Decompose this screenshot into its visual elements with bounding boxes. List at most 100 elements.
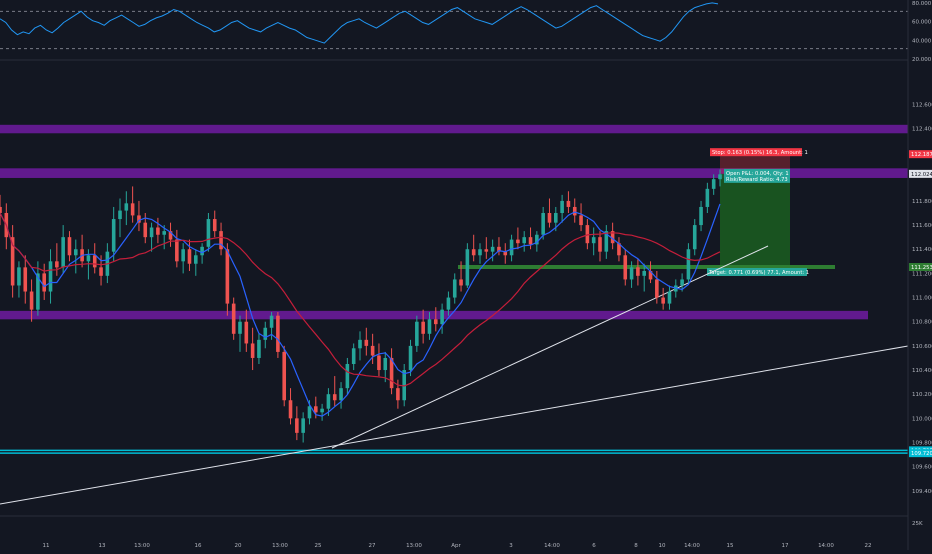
price-tag-box: [909, 150, 932, 159]
target-label-box: [707, 267, 807, 276]
candle-body: [17, 267, 21, 286]
candle-body: [326, 394, 331, 409]
candle-body: [282, 351, 287, 401]
candle-body: [55, 261, 59, 268]
moving-averages-layer: [0, 203, 721, 417]
price-tick-label: 111.800: [912, 199, 932, 205]
candle-body: [459, 279, 463, 286]
candle-body: [522, 237, 527, 244]
candle-body: [130, 203, 135, 216]
time-tick-label: 13:00: [406, 543, 422, 549]
candle-body: [263, 327, 268, 340]
price-tick-label: 111.000: [912, 296, 932, 302]
zones-layer: [0, 124, 908, 320]
target-zone: [720, 173, 790, 267]
time-tick-label: 16: [195, 543, 202, 549]
candle-body: [471, 249, 476, 256]
candle-body: [623, 255, 628, 280]
time-axis[interactable]: 11 13 13:00 16 20 13:00 25 27 13:00 Apr 3 14:00 6 8 10…: [43, 543, 872, 549]
candle-body: [667, 291, 672, 304]
candle-body: [332, 394, 337, 401]
time-tick-label: 22: [865, 543, 872, 549]
support-lines-layer: [0, 449, 908, 454]
candle-body: [187, 249, 192, 264]
trendline: [0, 345, 909, 505]
target-label-text: Target: 0.771 (0.69%) 77.1, Amount: 1: [708, 270, 809, 276]
candle-body: [648, 270, 653, 280]
price-tick-label: 109.600: [912, 465, 932, 471]
candle-body: [389, 357, 394, 389]
candle-body: [585, 225, 590, 244]
candle-body: [705, 188, 710, 207]
price-tick-label: 111.600: [912, 223, 932, 229]
candle-body: [452, 279, 457, 298]
candle-body: [636, 267, 640, 276]
candle-body: [345, 364, 350, 389]
price-tick-label: 110.200: [912, 392, 932, 398]
candle-body: [67, 237, 72, 256]
candle-body: [408, 345, 413, 371]
time-tick-label: 6: [592, 543, 596, 549]
candle-body: [610, 231, 615, 244]
time-tick-label: 13:00: [272, 543, 288, 549]
candle-body: [225, 249, 230, 304]
oscillator-tick-label: 20.000: [912, 57, 932, 63]
price-axis[interactable]: 112.600112.400112.200111.800111.600111.4…: [909, 102, 932, 495]
candle-body: [490, 246, 495, 252]
oscillator-tick-label: 60.000: [912, 20, 932, 26]
volume-panel: 25K: [912, 521, 923, 527]
candle-body: [29, 291, 34, 310]
candle-body: [547, 213, 552, 223]
candle-body: [137, 215, 141, 223]
candle-body: [396, 388, 400, 401]
candle-body: [692, 225, 697, 250]
price-tick-label: 110.400: [912, 368, 932, 374]
candle-body: [427, 319, 432, 334]
candle-body: [516, 239, 520, 244]
candle-body: [175, 239, 179, 262]
candle-body: [149, 227, 154, 238]
candle-body: [402, 370, 407, 401]
moving-average-line: [0, 203, 721, 417]
price-tick-label: 112.600: [912, 102, 932, 108]
candle-body: [566, 200, 571, 207]
price-tick-label: 109.800: [912, 441, 932, 447]
candle-body: [358, 339, 362, 349]
resistance-zone: [0, 310, 868, 320]
candle-body: [200, 246, 204, 256]
price-tag-box: [909, 262, 932, 271]
candle-body: [295, 418, 299, 433]
time-tick-label: 14:00: [818, 543, 834, 549]
candle-body: [535, 234, 539, 245]
candle-body: [528, 237, 533, 245]
price-tick-label: 110.800: [912, 320, 932, 326]
candle-body: [288, 400, 293, 419]
candle-body: [572, 206, 577, 216]
time-tick-label: 14:00: [684, 543, 700, 549]
price-tick-label: 110.000: [912, 416, 932, 422]
candle-body: [579, 215, 583, 226]
candle-body: [23, 267, 28, 292]
price-tag-label: 112.024: [911, 172, 932, 178]
candle-body: [73, 249, 78, 256]
price-tick-label: 111.400: [912, 247, 932, 253]
trendlines-layer: [0, 245, 909, 505]
candle-body: [61, 237, 65, 268]
candle-body: [383, 357, 388, 371]
time-tick-label: 17: [782, 543, 789, 549]
candles-layer: [0, 169, 722, 443]
time-tick-label: 15: [727, 543, 734, 549]
candle-body: [212, 219, 217, 232]
candle-body: [415, 321, 419, 346]
trendline: [331, 245, 769, 449]
stop-label-box: [710, 148, 802, 157]
time-tick-label: 8: [634, 543, 638, 549]
candle-body: [301, 418, 305, 433]
price-tag-box: [909, 169, 932, 178]
candle-body: [598, 237, 602, 252]
candle-body: [339, 388, 343, 401]
oscillator-tick-label: 80.000: [912, 1, 932, 7]
candle-body: [124, 203, 129, 211]
price-tag-label: 109.720: [911, 451, 932, 457]
